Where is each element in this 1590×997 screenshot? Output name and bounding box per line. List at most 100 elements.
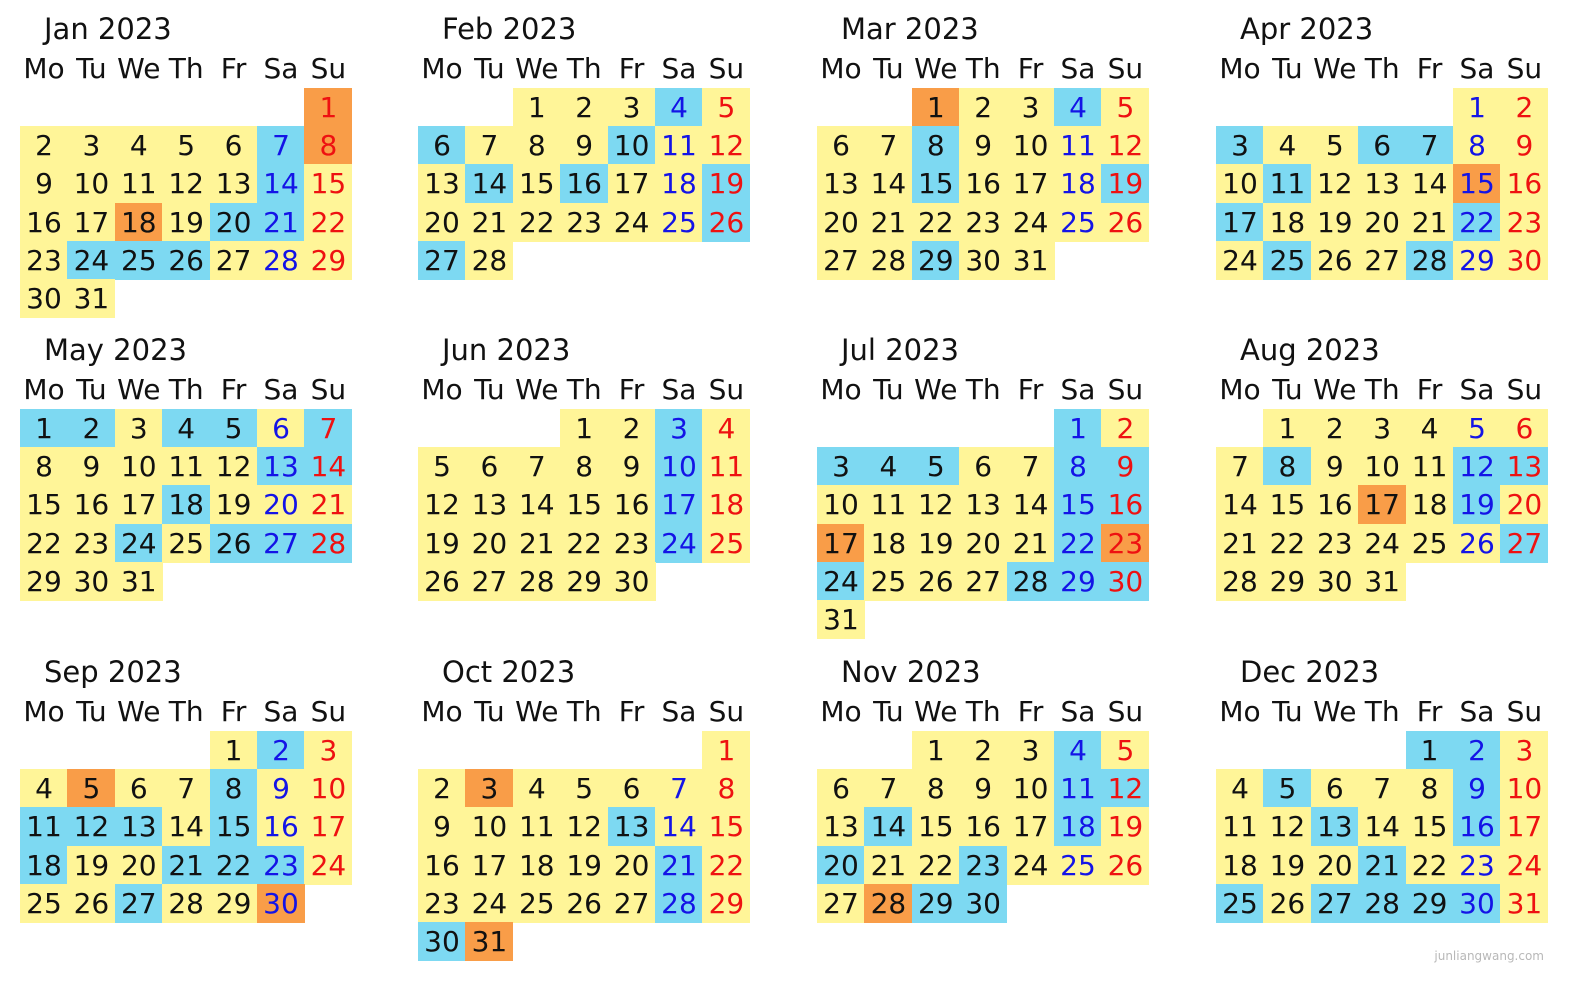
day-cell[interactable]: 11 (1054, 126, 1102, 166)
day-cell[interactable]: 31 (1006, 240, 1055, 280)
day-cell[interactable]: 23 (1101, 523, 1150, 563)
day-cell[interactable]: 6 (465, 447, 514, 487)
day-cell[interactable]: 22 (209, 845, 258, 885)
day-cell[interactable]: 11 (1405, 447, 1454, 487)
day-cell[interactable]: 7 (864, 769, 913, 809)
day-cell[interactable]: 13 (1310, 807, 1359, 847)
day-cell[interactable]: 24 (817, 561, 865, 601)
day-cell[interactable]: 1 (1054, 409, 1102, 448)
day-cell[interactable]: 18 (162, 485, 211, 525)
day-cell[interactable]: 18 (1054, 164, 1102, 204)
day-cell[interactable]: 28 (1405, 240, 1454, 280)
day-cell[interactable]: 5 (1101, 88, 1150, 127)
day-cell[interactable]: 23 (607, 523, 656, 563)
day-cell[interactable]: 3 (607, 88, 656, 127)
day-cell[interactable]: 7 (1006, 447, 1055, 487)
day-cell[interactable]: 24 (114, 523, 163, 563)
day-cell[interactable]: 24 (1006, 202, 1055, 242)
day-cell[interactable]: 26 (911, 561, 960, 601)
day-cell[interactable]: 20 (418, 202, 466, 242)
day-cell[interactable]: 19 (702, 164, 751, 204)
day-cell[interactable]: 2 (1310, 409, 1359, 448)
day-cell[interactable]: 15 (304, 164, 353, 204)
day-cell[interactable]: 24 (1006, 845, 1055, 885)
day-cell[interactable]: 7 (864, 126, 913, 166)
day-cell[interactable]: 19 (1310, 202, 1359, 242)
day-cell[interactable]: 25 (1054, 202, 1102, 242)
day-cell[interactable]: 24 (607, 202, 656, 242)
day-cell[interactable]: 7 (304, 409, 353, 448)
day-cell[interactable]: 11 (512, 807, 561, 847)
day-cell[interactable]: 7 (465, 126, 514, 166)
day-cell[interactable]: 22 (1054, 523, 1102, 563)
day-cell[interactable]: 28 (1216, 561, 1264, 601)
day-cell[interactable]: 22 (1405, 845, 1454, 885)
day-cell[interactable]: 28 (655, 883, 703, 923)
day-cell[interactable]: 16 (1101, 485, 1150, 525)
day-cell[interactable]: 12 (911, 485, 960, 525)
day-cell[interactable]: 8 (20, 447, 68, 487)
day-cell[interactable]: 28 (864, 883, 913, 923)
day-cell[interactable]: 6 (1500, 409, 1549, 448)
day-cell[interactable]: 17 (1216, 202, 1264, 242)
day-cell[interactable]: 23 (67, 523, 116, 563)
day-cell[interactable]: 6 (209, 126, 258, 166)
day-cell[interactable]: 8 (512, 126, 561, 166)
day-cell[interactable]: 9 (67, 447, 116, 487)
day-cell[interactable]: 26 (1101, 202, 1150, 242)
day-cell[interactable]: 28 (304, 523, 353, 563)
day-cell[interactable]: 19 (1101, 807, 1150, 847)
day-cell[interactable]: 29 (304, 240, 353, 280)
day-cell[interactable]: 10 (1006, 126, 1055, 166)
day-cell[interactable]: 14 (864, 807, 913, 847)
day-cell[interactable]: 2 (20, 126, 68, 166)
day-cell[interactable]: 4 (1054, 88, 1102, 127)
day-cell[interactable]: 15 (209, 807, 258, 847)
day-cell[interactable]: 27 (114, 883, 163, 923)
day-cell[interactable]: 8 (702, 769, 751, 809)
day-cell[interactable]: 21 (512, 523, 561, 563)
day-cell[interactable]: 25 (162, 523, 211, 563)
day-cell[interactable]: 1 (209, 731, 258, 770)
day-cell[interactable]: 2 (1500, 88, 1549, 127)
day-cell[interactable]: 9 (20, 164, 68, 204)
day-cell[interactable]: 29 (20, 561, 68, 601)
day-cell[interactable]: 21 (1216, 523, 1264, 563)
day-cell[interactable]: 9 (1101, 447, 1150, 487)
day-cell[interactable]: 30 (959, 883, 1008, 923)
day-cell[interactable]: 7 (162, 769, 211, 809)
day-cell[interactable]: 11 (1263, 164, 1312, 204)
day-cell[interactable]: 13 (209, 164, 258, 204)
day-cell[interactable]: 14 (1405, 164, 1454, 204)
day-cell[interactable]: 24 (304, 845, 353, 885)
day-cell[interactable]: 30 (607, 561, 656, 601)
day-cell[interactable]: 21 (465, 202, 514, 242)
day-cell[interactable]: 25 (702, 523, 751, 563)
day-cell[interactable]: 26 (1263, 883, 1312, 923)
day-cell[interactable]: 23 (20, 240, 68, 280)
day-cell[interactable]: 23 (1453, 845, 1501, 885)
day-cell[interactable]: 3 (304, 731, 353, 770)
day-cell[interactable]: 29 (911, 883, 960, 923)
day-cell[interactable]: 21 (257, 202, 305, 242)
day-cell[interactable]: 3 (1006, 88, 1055, 127)
day-cell[interactable]: 1 (304, 88, 353, 127)
day-cell[interactable]: 18 (20, 845, 68, 885)
day-cell[interactable]: 26 (162, 240, 211, 280)
day-cell[interactable]: 16 (560, 164, 609, 204)
day-cell[interactable]: 16 (257, 807, 305, 847)
day-cell[interactable]: 26 (702, 202, 751, 242)
day-cell[interactable]: 30 (1453, 883, 1501, 923)
day-cell[interactable]: 15 (1405, 807, 1454, 847)
day-cell[interactable]: 8 (209, 769, 258, 809)
day-cell[interactable]: 3 (67, 126, 116, 166)
day-cell[interactable]: 23 (1310, 523, 1359, 563)
day-cell[interactable]: 1 (20, 409, 68, 448)
day-cell[interactable]: 4 (114, 126, 163, 166)
day-cell[interactable]: 30 (1310, 561, 1359, 601)
day-cell[interactable]: 11 (655, 126, 703, 166)
day-cell[interactable]: 27 (465, 561, 514, 601)
day-cell[interactable]: 31 (1500, 883, 1549, 923)
day-cell[interactable]: 18 (1405, 485, 1454, 525)
day-cell[interactable]: 3 (655, 409, 703, 448)
